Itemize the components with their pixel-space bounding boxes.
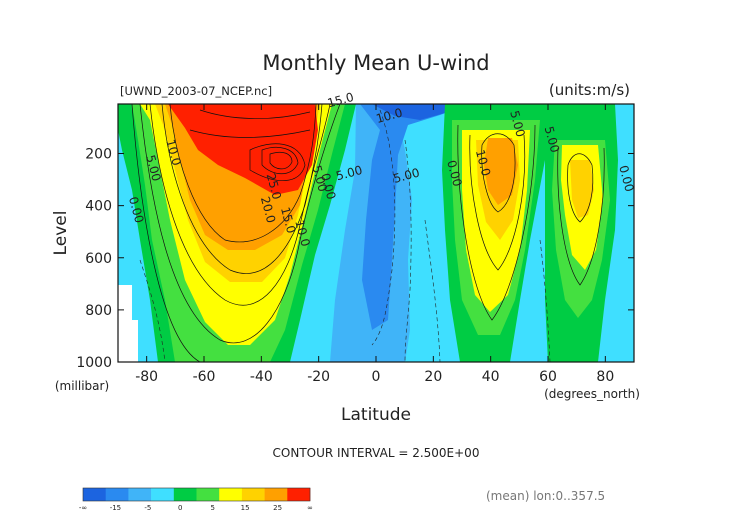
contour-lines	[131, 104, 605, 362]
colorbar-label: 5	[210, 504, 214, 512]
contour-label: 5.00	[143, 153, 163, 182]
x-axis-label: Latitude	[341, 405, 411, 425]
contour-label: 0.00	[126, 195, 146, 224]
contour-label: 5.00	[334, 163, 363, 183]
colorbar-swatch	[264, 488, 288, 501]
contour-label: 5.00	[392, 165, 421, 185]
y-axis-label: Level	[51, 211, 71, 256]
nh-jet-orange	[484, 138, 518, 205]
y-tick-label: 400	[85, 199, 112, 215]
band-negative-strong	[360, 104, 470, 330]
dataset-label: [UWND_2003-07_NCEP.nc]	[120, 84, 272, 98]
colorbar-label: ∞	[307, 504, 313, 512]
y-tick-label: 800	[85, 303, 112, 319]
x-tick-label: 20	[424, 369, 442, 385]
y-tick-label: 600	[85, 251, 112, 267]
contour-label: 0.00	[616, 164, 636, 193]
contour-label: 10.0	[163, 138, 183, 167]
contour-label: 0.00	[444, 159, 464, 188]
x-tick-label: -20	[307, 369, 330, 385]
x-tick-label: -60	[193, 369, 216, 385]
contour-label: 10.0	[473, 148, 493, 177]
contour-label: 10.0	[375, 106, 404, 126]
y-axis-unit: (millibar)	[55, 379, 109, 393]
colorbar-swatch	[105, 488, 129, 501]
contour-label: 5.00	[542, 125, 562, 154]
plot-area	[118, 104, 634, 362]
colorbar-label: 25	[273, 504, 282, 512]
contour-label: 25.0	[264, 172, 284, 201]
y-axis: 200 400 600 800 1000	[76, 147, 634, 371]
y-tick-label: 1000	[76, 355, 112, 371]
colorbar-swatch	[151, 488, 175, 501]
sh-jet-red	[168, 104, 318, 195]
colorbar-frame	[82, 487, 311, 502]
contour-label: 0.00	[318, 172, 338, 201]
colorbar-swatch	[241, 488, 265, 501]
contour-label: 10.0	[292, 219, 312, 248]
y-tick-label: 200	[85, 147, 112, 163]
colorbar-label: 15	[241, 504, 250, 512]
chart-title: Monthly Mean U-wind	[262, 51, 489, 75]
x-tick-label: -40	[250, 369, 273, 385]
colorbar-label: 0	[178, 504, 182, 512]
colorbar-swatch	[196, 488, 220, 501]
x-tick-label: 60	[539, 369, 557, 385]
x-axis: -80 -60 -40 -20 0 20 40 60 80	[135, 104, 614, 385]
colorbar-label: -∞	[79, 504, 87, 512]
footer-lon: (mean) lon:0..357.5	[486, 489, 605, 503]
contour-interval: CONTOUR INTERVAL = 2.500E+00	[273, 446, 480, 460]
polar-jet-gold	[570, 160, 594, 218]
colorbar-label: -15	[110, 504, 121, 512]
contour-label: 20.0	[258, 195, 278, 224]
colorbar-swatch	[128, 488, 152, 501]
x-tick-label: -80	[135, 369, 158, 385]
negative-contours	[139, 109, 551, 362]
colorbar-swatch	[287, 488, 311, 501]
colorbar-label: -5	[144, 504, 151, 512]
missing-region	[118, 285, 138, 362]
x-tick-label: 0	[372, 369, 381, 385]
contour-label: 15.0	[278, 206, 298, 235]
colorbar: -∞ -15 -5 0 5 15 25 ∞	[79, 487, 313, 512]
contour-label: 5.00	[507, 109, 527, 138]
x-axis-unit: (degrees_north)	[544, 387, 640, 401]
contour-label: 5.00	[309, 164, 329, 193]
colorbar-swatch	[219, 488, 243, 501]
colorbar-swatch	[83, 488, 106, 501]
contour-label: 15.0	[326, 90, 355, 110]
x-tick-label: 80	[596, 369, 614, 385]
colorbar-swatch	[173, 488, 197, 501]
units-label: (units:m/s)	[549, 81, 630, 99]
x-tick-label: 40	[482, 369, 500, 385]
